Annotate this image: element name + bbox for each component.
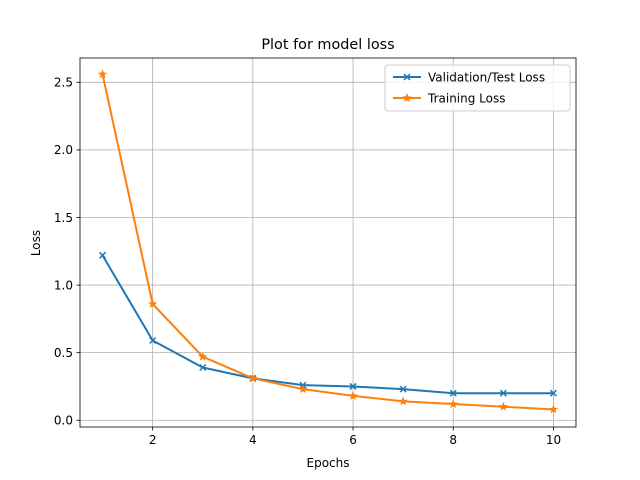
- y-tick-label: 0.5: [54, 346, 73, 360]
- series-1-point: [348, 390, 358, 400]
- x-tick-label: 10: [546, 433, 561, 447]
- y-tick-label: 1.0: [54, 278, 73, 292]
- series-1-point: [448, 399, 458, 409]
- series-0-point: [549, 389, 557, 397]
- series-1-point: [248, 373, 258, 383]
- series-0-point: [499, 389, 507, 397]
- series-line-1: [101, 73, 555, 411]
- series-0-point: [199, 363, 207, 372]
- series-1-point: [298, 384, 308, 394]
- series-0-point: [149, 336, 157, 345]
- series-layer: [97, 69, 559, 414]
- y-tick-label: 2.5: [54, 76, 73, 90]
- legend: Validation/Test Loss Training Loss: [384, 64, 571, 112]
- x-marker-stroke: [349, 382, 357, 390]
- x-marker-stroke: [499, 389, 507, 397]
- y-tick-label: 1.5: [54, 211, 73, 225]
- x-marker-stroke: [199, 363, 207, 372]
- series-1-point: [147, 299, 158, 308]
- x-tick-label: 8: [449, 433, 457, 447]
- x-tick-label: 2: [149, 433, 157, 447]
- y-axis-label: Loss: [29, 230, 43, 256]
- legend-label: Validation/Test Loss: [428, 70, 545, 84]
- chart-title: Plot for model loss: [261, 37, 394, 53]
- tick-layer: 2 4 6 8 10 0.0 0.5 1.0 1.5 2.0 2.5: [54, 76, 561, 447]
- x-marker-stroke: [549, 389, 557, 397]
- x-marker-stroke: [399, 385, 407, 393]
- series-line-0: [101, 253, 555, 395]
- series-1-point: [398, 396, 408, 406]
- y-tick-label: 2.0: [54, 143, 73, 157]
- x-marker-stroke: [99, 251, 107, 259]
- legend-label: Training Loss: [427, 91, 505, 105]
- series-1-point: [198, 351, 208, 361]
- x-axis-label: Epochs: [307, 456, 350, 470]
- y-tick-label: 0.0: [54, 414, 73, 428]
- legend-swatch-marker: [403, 73, 411, 81]
- series-1-point: [498, 401, 509, 411]
- x-tick-label: 6: [349, 433, 357, 447]
- series-0-point: [99, 251, 107, 259]
- series-0-point: [399, 385, 407, 393]
- x-marker-stroke: [449, 389, 457, 397]
- x-tick-label: 4: [249, 433, 257, 447]
- x-marker-stroke: [403, 73, 411, 81]
- legend-swatch-marker: [402, 93, 412, 102]
- legend-box: [384, 64, 571, 112]
- series-1-point: [548, 404, 559, 414]
- x-marker-stroke: [149, 336, 157, 345]
- series-1-point: [97, 69, 108, 79]
- series-0-point: [449, 389, 457, 397]
- series-0-point: [349, 382, 357, 390]
- plot-area-frame: [79, 57, 577, 428]
